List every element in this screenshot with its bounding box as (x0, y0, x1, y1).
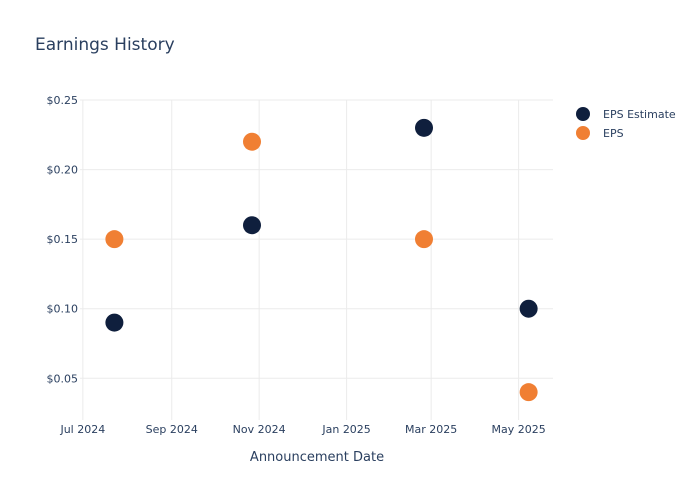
data-point-eps (519, 383, 538, 402)
y-tick-label: $0.05 (47, 372, 79, 385)
data-points (105, 118, 538, 402)
y-tick-label: $0.25 (47, 94, 79, 107)
x-tick-label: Mar 2025 (405, 423, 457, 436)
y-axis-ticks: $0.05 $0.10 $0.15 $0.20 $0.25 (47, 94, 79, 385)
x-tick-label: Nov 2024 (233, 423, 286, 436)
x-tick-label: Jan 2025 (321, 423, 370, 436)
chart-title: Earnings History (35, 35, 175, 55)
data-point-eps-estimate (415, 118, 433, 137)
data-point-eps-estimate (519, 299, 538, 318)
data-point-eps-estimate (243, 216, 261, 235)
data-point-eps (243, 132, 261, 151)
data-point-eps (415, 230, 433, 249)
legend-label: EPS Estimate (603, 108, 676, 121)
grid-lines (80, 99, 553, 420)
legend: EPS Estimate EPS (576, 107, 676, 140)
data-point-eps (105, 230, 124, 249)
x-tick-label: Sep 2024 (146, 423, 198, 436)
legend-label: EPS (603, 127, 624, 140)
x-tick-label: May 2025 (491, 423, 545, 436)
legend-marker (576, 107, 590, 121)
x-axis-title: Announcement Date (250, 450, 384, 465)
y-tick-label: $0.15 (47, 233, 79, 246)
x-axis-ticks: Jul 2024 Sep 2024 Nov 2024 Jan 2025 Mar 2025… (59, 423, 545, 436)
legend-marker (576, 126, 590, 140)
y-tick-label: $0.20 (47, 164, 79, 177)
data-point-eps-estimate (105, 313, 124, 332)
y-tick-label: $0.10 (47, 303, 79, 316)
x-tick-label: Jul 2024 (59, 423, 105, 436)
